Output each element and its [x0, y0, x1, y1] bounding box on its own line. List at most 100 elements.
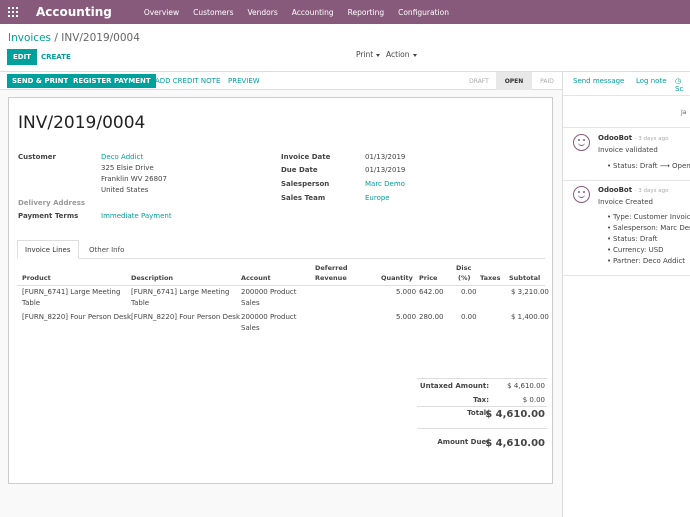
tracking-value: Status: Draft	[607, 235, 657, 243]
tracking-value: Type: Customer Invoice	[607, 213, 690, 221]
print-dropdown[interactable]: Print	[356, 50, 381, 59]
edit-button[interactable]: EDIT	[7, 49, 37, 65]
message-time: - 3 days ago	[634, 188, 669, 194]
address-line: United States	[101, 186, 149, 194]
clock-icon: ◷	[675, 77, 682, 85]
col-account[interactable]: Account	[241, 274, 271, 282]
cell-price: 642.00	[419, 288, 444, 296]
date-separator: Ja	[681, 109, 687, 116]
amount-due-label: Amount Due:	[437, 438, 489, 446]
payment-terms-label: Payment Terms	[18, 212, 79, 220]
total-value: $ 4,610.00	[485, 409, 545, 420]
col-taxes[interactable]: Taxes	[480, 274, 501, 282]
invoice-date-label: Invoice Date	[281, 153, 331, 161]
tracking-value: Status: Draft ⟶ Open	[607, 162, 690, 170]
action-dropdown[interactable]: Action	[386, 50, 417, 59]
apps-grid-icon[interactable]	[8, 7, 18, 17]
amount-due-value: $ 4,610.00	[485, 438, 545, 449]
tab-other-info[interactable]: Other Info	[89, 245, 125, 254]
due-date-value: 01/13/2019	[365, 166, 406, 174]
col-description[interactable]: Description	[131, 274, 174, 282]
untaxed-amount-value: $ 4,610.00	[507, 382, 545, 390]
untaxed-amount-label: Untaxed Amount:	[419, 382, 489, 390]
cell-account: 200000 Product	[241, 313, 297, 321]
stage-open[interactable]: OPEN	[496, 72, 532, 90]
avatar-icon[interactable]	[573, 186, 590, 203]
sales-team-link[interactable]: Europe	[365, 194, 390, 202]
address-line: 325 Elsie Drive	[101, 164, 154, 172]
col-price[interactable]: Price	[419, 274, 438, 282]
totals-divider	[417, 406, 547, 407]
chatter-panel: Send message Log note ◷ Sc Ja OdooBot - …	[562, 72, 690, 517]
invoice-date-value: 01/13/2019	[365, 153, 406, 161]
menu-vendors[interactable]: Vendors	[247, 7, 278, 17]
col-discount[interactable]: (%)	[458, 274, 471, 282]
invoice-sheet: INV/2019/0004 Customer Deco Addict 325 E…	[8, 97, 553, 484]
preview-button[interactable]: PREVIEW	[228, 77, 260, 85]
col-discount[interactable]: Disc	[456, 264, 472, 272]
salesperson-link[interactable]: Marc Demo	[365, 180, 405, 188]
table-header-divider	[17, 285, 545, 286]
add-credit-note-button[interactable]: ADD CREDIT NOTE	[155, 77, 221, 85]
action-label: Action	[386, 50, 410, 59]
menu-customers[interactable]: Customers	[193, 7, 234, 17]
total-label: Total:	[467, 409, 489, 417]
invoice-number: INV/2019/0004	[18, 113, 146, 133]
cell-description: [FURN_6741] Large Meeting	[131, 288, 230, 296]
top-navbar: Accounting Overview Customers Vendors Ac…	[0, 0, 690, 24]
send-message-button[interactable]: Send message	[573, 77, 625, 85]
send-print-button[interactable]: SEND & PRINT	[7, 74, 74, 88]
app-title[interactable]: Accounting	[36, 5, 112, 19]
tab-invoice-lines[interactable]: Invoice Lines	[17, 240, 79, 259]
due-date-label: Due Date	[281, 166, 318, 174]
payment-terms-value[interactable]: Immediate Payment	[101, 212, 172, 220]
message-author[interactable]: OdooBot - 3 days ago	[598, 186, 668, 194]
delivery-address-label: Delivery Address	[18, 199, 86, 207]
tracking-value: Salesperson: Marc Demo	[607, 224, 690, 232]
menu-overview[interactable]: Overview	[143, 7, 180, 17]
col-deferred-revenue[interactable]: Deferred	[315, 264, 348, 272]
notebook-tabs: Invoice Lines Other Info	[17, 240, 545, 259]
cell-subtotal: $ 3,210.00	[511, 288, 549, 296]
register-payment-button[interactable]: REGISTER PAYMENT	[68, 74, 156, 88]
breadcrumb-invoices[interactable]: Invoices	[8, 32, 52, 44]
log-note-button[interactable]: Log note	[636, 77, 667, 85]
message-time: - 3 days ago	[634, 136, 669, 142]
message-divider	[563, 275, 690, 276]
breadcrumb-current: INV/2019/0004	[61, 32, 140, 44]
stage-draft[interactable]: DRAFT	[469, 77, 489, 85]
menu-accounting[interactable]: Accounting	[291, 7, 334, 17]
menu-configuration[interactable]: Configuration	[398, 7, 449, 17]
cell-product: [FURN_8220] Four Person Desk	[22, 313, 131, 321]
customer-link[interactable]: Deco Addict	[101, 153, 144, 161]
schedule-label: Sc	[675, 85, 684, 93]
print-label: Print	[356, 50, 374, 59]
main-menu: Overview Customers Vendors Accounting Re…	[144, 8, 463, 17]
create-button[interactable]: CREATE	[41, 53, 71, 61]
tracking-value: Currency: USD	[607, 246, 664, 254]
avatar-icon[interactable]	[573, 134, 590, 151]
sales-team-label: Sales Team	[281, 194, 326, 202]
totals-divider	[417, 378, 547, 379]
breadcrumb-separator: /	[54, 32, 58, 44]
col-quantity[interactable]: Quantity	[381, 274, 413, 282]
salesperson-label: Salesperson	[281, 180, 330, 188]
col-subtotal[interactable]: Subtotal	[509, 274, 541, 282]
col-deferred-revenue[interactable]: Revenue	[315, 274, 347, 282]
cell-discount: 0.00	[461, 313, 477, 321]
chatter-divider	[563, 95, 690, 96]
caret-down-icon	[412, 53, 417, 57]
message-author[interactable]: OdooBot - 3 days ago	[598, 134, 668, 142]
col-product[interactable]: Product	[22, 274, 51, 282]
schedule-activity-button[interactable]: ◷ Sc	[675, 77, 690, 93]
message-body: Invoice Created	[598, 198, 653, 206]
cell-account: Sales	[241, 324, 260, 332]
cell-description: Table	[131, 299, 150, 307]
menu-reporting[interactable]: Reporting	[347, 7, 385, 17]
tax-value: $ 0.00	[522, 396, 545, 404]
message-body: Invoice validated	[598, 146, 658, 154]
stage-paid[interactable]: PAID	[540, 77, 554, 85]
cell-product: Table	[22, 299, 41, 307]
cell-discount: 0.00	[461, 288, 477, 296]
message-divider	[563, 127, 690, 128]
